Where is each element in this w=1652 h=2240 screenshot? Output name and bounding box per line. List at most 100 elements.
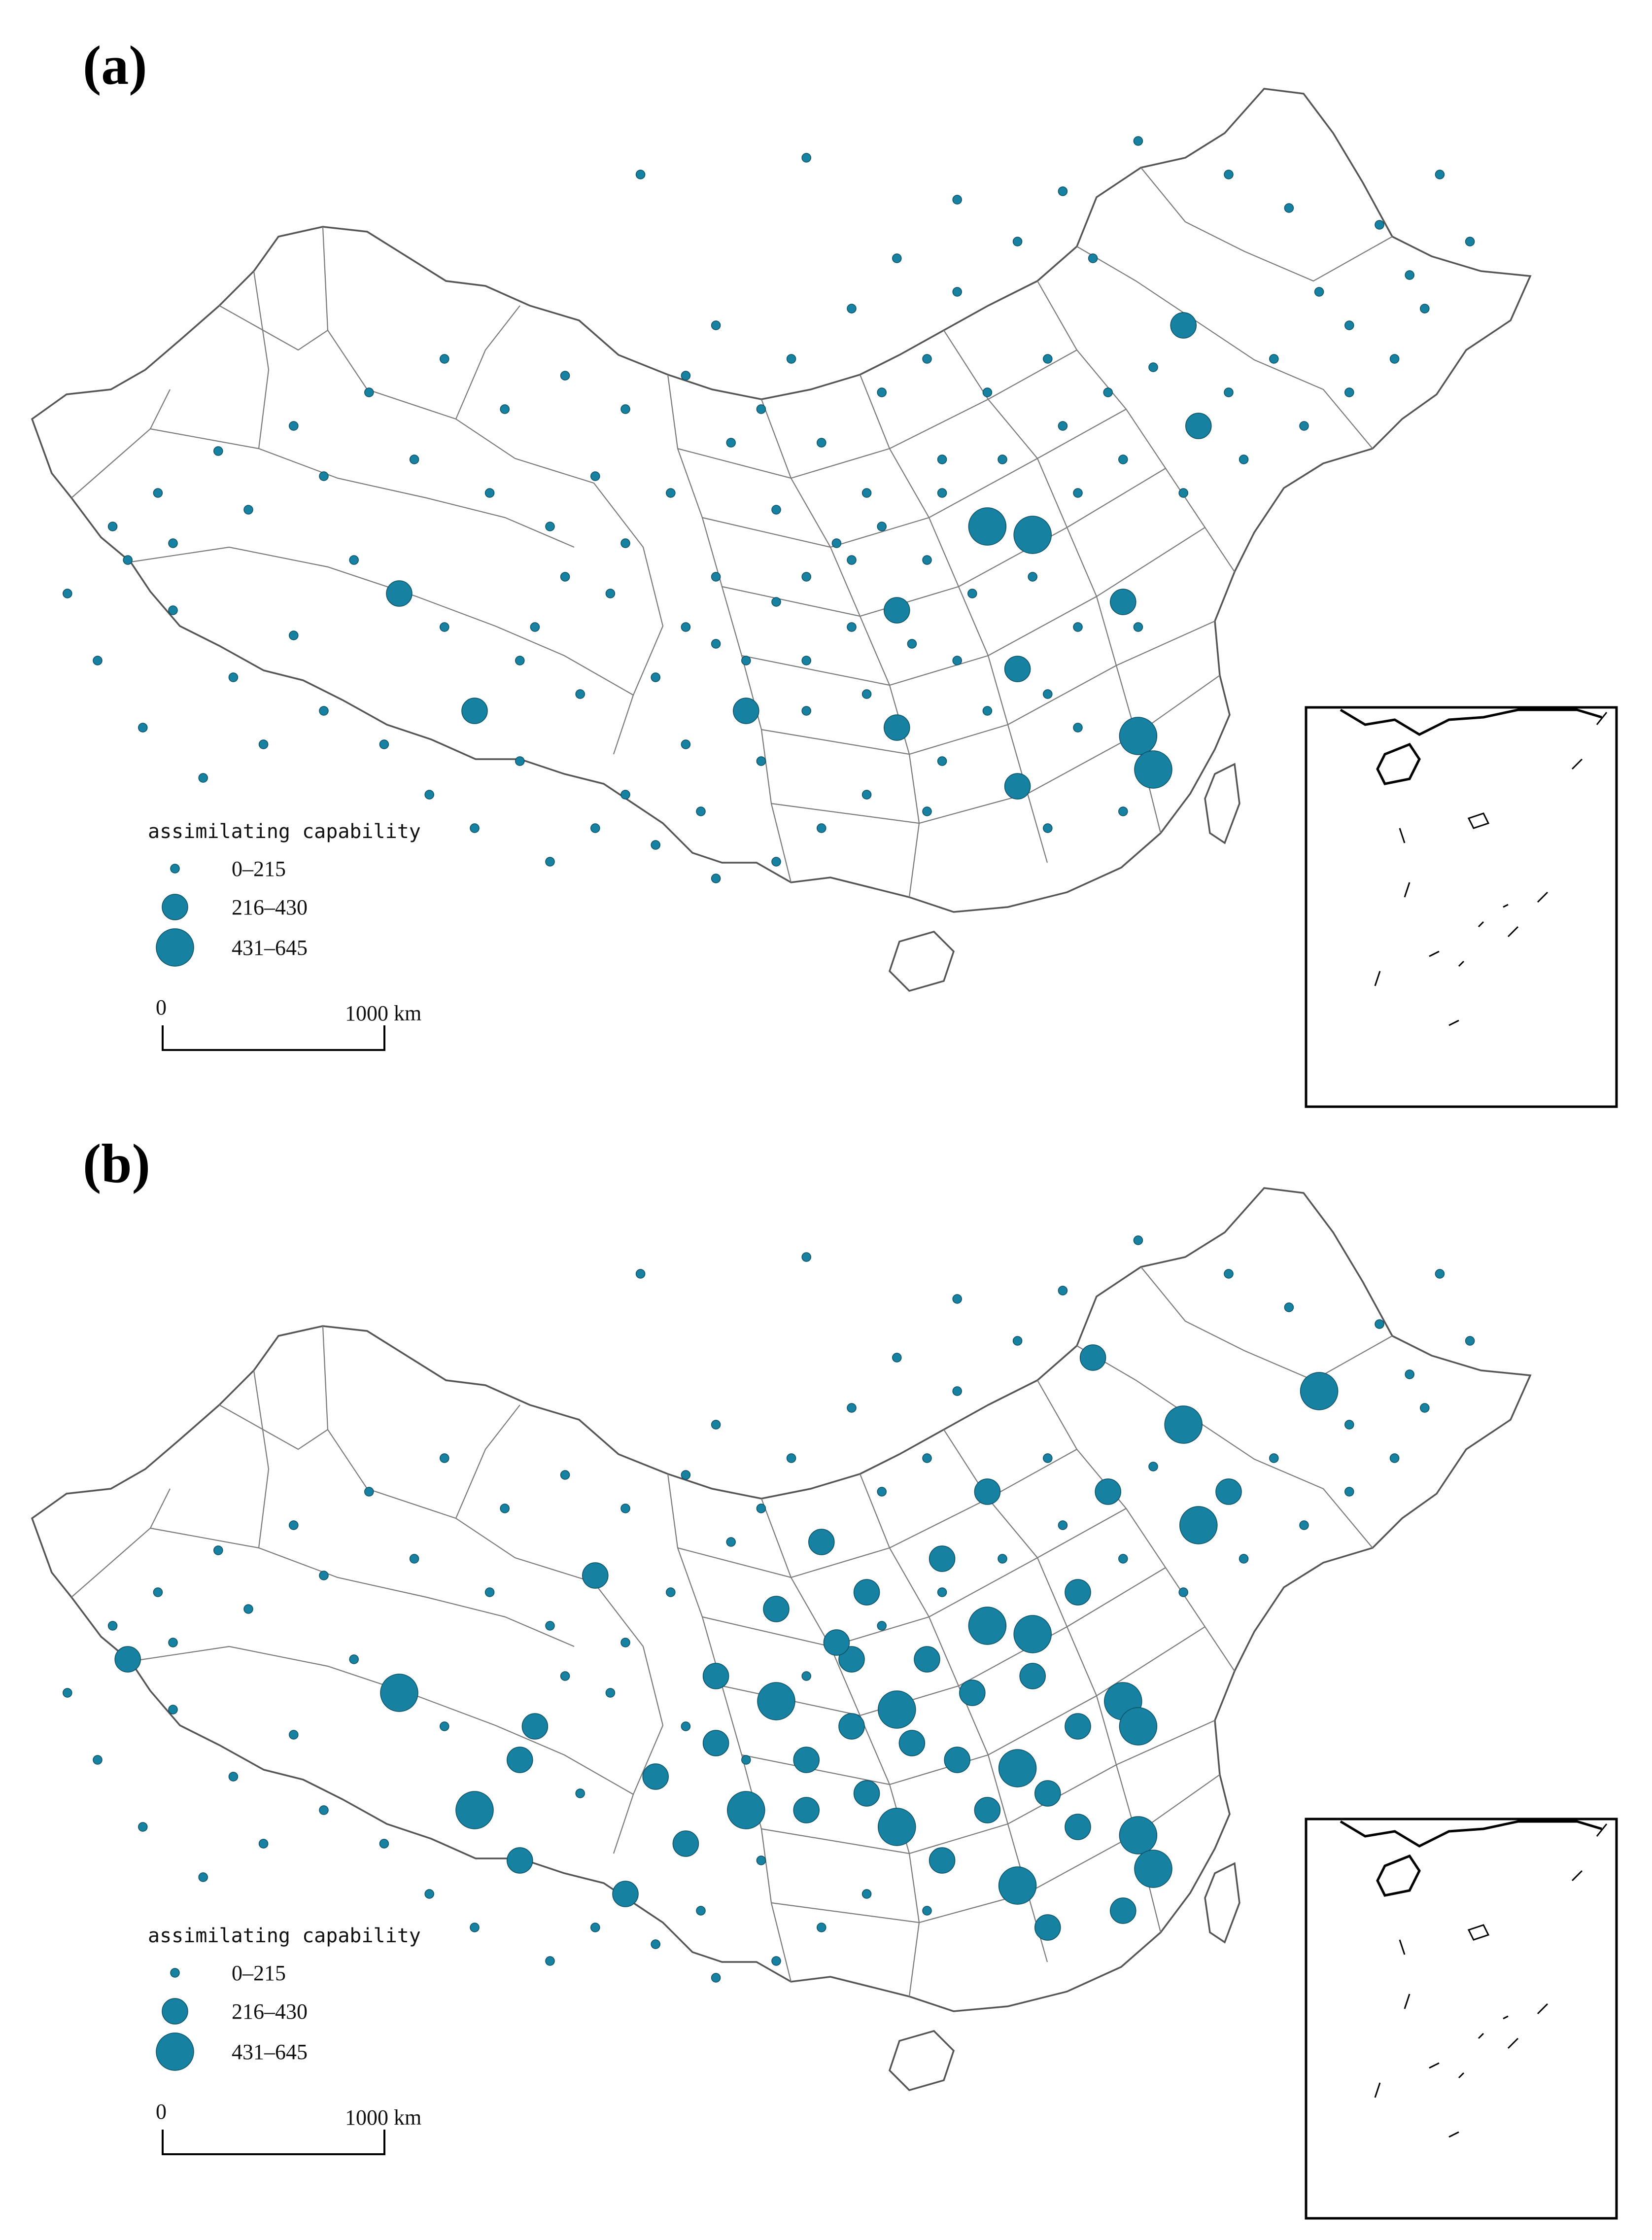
scale-start: 0: [156, 2100, 167, 2124]
city-marker: [1170, 312, 1197, 339]
scale-end: 1000 km: [345, 1001, 421, 1025]
city-marker: [666, 488, 676, 498]
city-marker: [651, 840, 660, 850]
city-marker: [1119, 1707, 1158, 1746]
city-marker: [114, 1646, 141, 1673]
map: [31, 1187, 1532, 2091]
island-taiwan: [1204, 763, 1240, 844]
city-marker: [1058, 186, 1068, 196]
city-marker: [959, 1680, 986, 1706]
city-marker: [786, 1453, 796, 1463]
legend-title: assimilating capability: [148, 820, 421, 843]
city-marker: [364, 1487, 374, 1497]
city-marker: [168, 1638, 178, 1647]
city-marker: [635, 170, 646, 179]
city-marker: [1012, 237, 1023, 246]
city-marker: [696, 1906, 706, 1916]
city-marker: [620, 1504, 630, 1513]
city-marker: [1134, 750, 1172, 789]
city-marker: [1119, 717, 1158, 755]
city-marker: [756, 404, 766, 414]
city-marker: [666, 1587, 676, 1597]
city-marker: [1095, 1478, 1121, 1505]
city-marker: [702, 1730, 729, 1756]
city-marker: [998, 1749, 1037, 1787]
province-boundaries: [71, 167, 1393, 898]
city-marker: [620, 404, 630, 414]
city-marker: [771, 857, 781, 867]
city-marker: [1405, 1369, 1414, 1379]
city-marker: [560, 572, 570, 582]
city-marker: [349, 555, 359, 565]
city-marker: [861, 488, 872, 498]
city-marker: [817, 438, 826, 448]
city-marker: [507, 1747, 533, 1773]
city-marker: [937, 1587, 947, 1597]
city-marker: [1224, 170, 1234, 179]
city-marker: [1375, 220, 1384, 230]
city-marker: [153, 488, 163, 498]
city-marker: [968, 1607, 1007, 1645]
city-marker: [831, 538, 842, 548]
city-marker: [440, 1453, 449, 1463]
city-marker: [168, 605, 178, 615]
city-marker: [801, 572, 811, 582]
city-marker: [620, 538, 630, 548]
city-marker: [1300, 1372, 1339, 1410]
legend-symbol-small: [170, 1968, 180, 1978]
city-marker: [289, 421, 299, 431]
city-marker: [1065, 1579, 1091, 1606]
city-marker: [823, 1629, 850, 1656]
city-marker: [1299, 1520, 1309, 1530]
city-marker: [590, 471, 600, 481]
city-marker: [1073, 488, 1083, 498]
city-markers: [63, 136, 1475, 883]
legend-label-small: 0–215: [232, 1961, 286, 1985]
city-marker: [258, 1839, 269, 1849]
city-marker: [107, 522, 118, 531]
city-marker: [1004, 773, 1031, 800]
city-marker: [424, 1889, 434, 1899]
city-marker: [500, 1504, 510, 1513]
legend-label-small: 0–215: [232, 857, 286, 881]
city-marker: [733, 698, 759, 724]
city-marker: [521, 1713, 549, 1740]
city-marker: [484, 488, 495, 498]
city-marker: [1164, 1405, 1203, 1444]
city-marker: [63, 589, 72, 598]
city-marker: [711, 320, 721, 330]
city-marker: [801, 153, 811, 163]
city-marker: [771, 505, 781, 515]
city-marker: [470, 1923, 480, 1932]
panel-label: (b): [83, 1133, 150, 1194]
city-marker: [838, 1646, 865, 1673]
city-marker: [243, 505, 253, 515]
legend-symbol-medium: [162, 1998, 188, 2025]
city-marker: [982, 706, 993, 716]
city-marker: [1179, 1506, 1218, 1544]
city-markers: [63, 1235, 1475, 1983]
city-marker: [1224, 387, 1234, 397]
city-marker: [461, 698, 488, 724]
city-marker: [944, 1747, 970, 1773]
legend-symbol-medium: [162, 894, 188, 920]
city-marker: [877, 1621, 887, 1631]
city-marker: [1465, 1336, 1475, 1346]
city-marker: [1043, 823, 1053, 833]
city-marker: [243, 1604, 253, 1614]
city-marker: [741, 1755, 751, 1765]
city-marker: [878, 1690, 916, 1729]
city-marker: [213, 1545, 223, 1555]
panel-b: (b): [31, 1133, 1618, 2220]
city-marker: [877, 1487, 887, 1497]
city-marker: [1079, 1344, 1106, 1371]
city-marker: [929, 1847, 956, 1874]
city-marker: [228, 672, 239, 682]
city-marker: [884, 597, 910, 624]
city-marker: [974, 1478, 1001, 1505]
city-marker: [1134, 1850, 1172, 1888]
legend-label-medium: 216–430: [232, 1999, 308, 2024]
scale-start: 0: [156, 995, 167, 1019]
scale-line: [162, 2130, 385, 2155]
